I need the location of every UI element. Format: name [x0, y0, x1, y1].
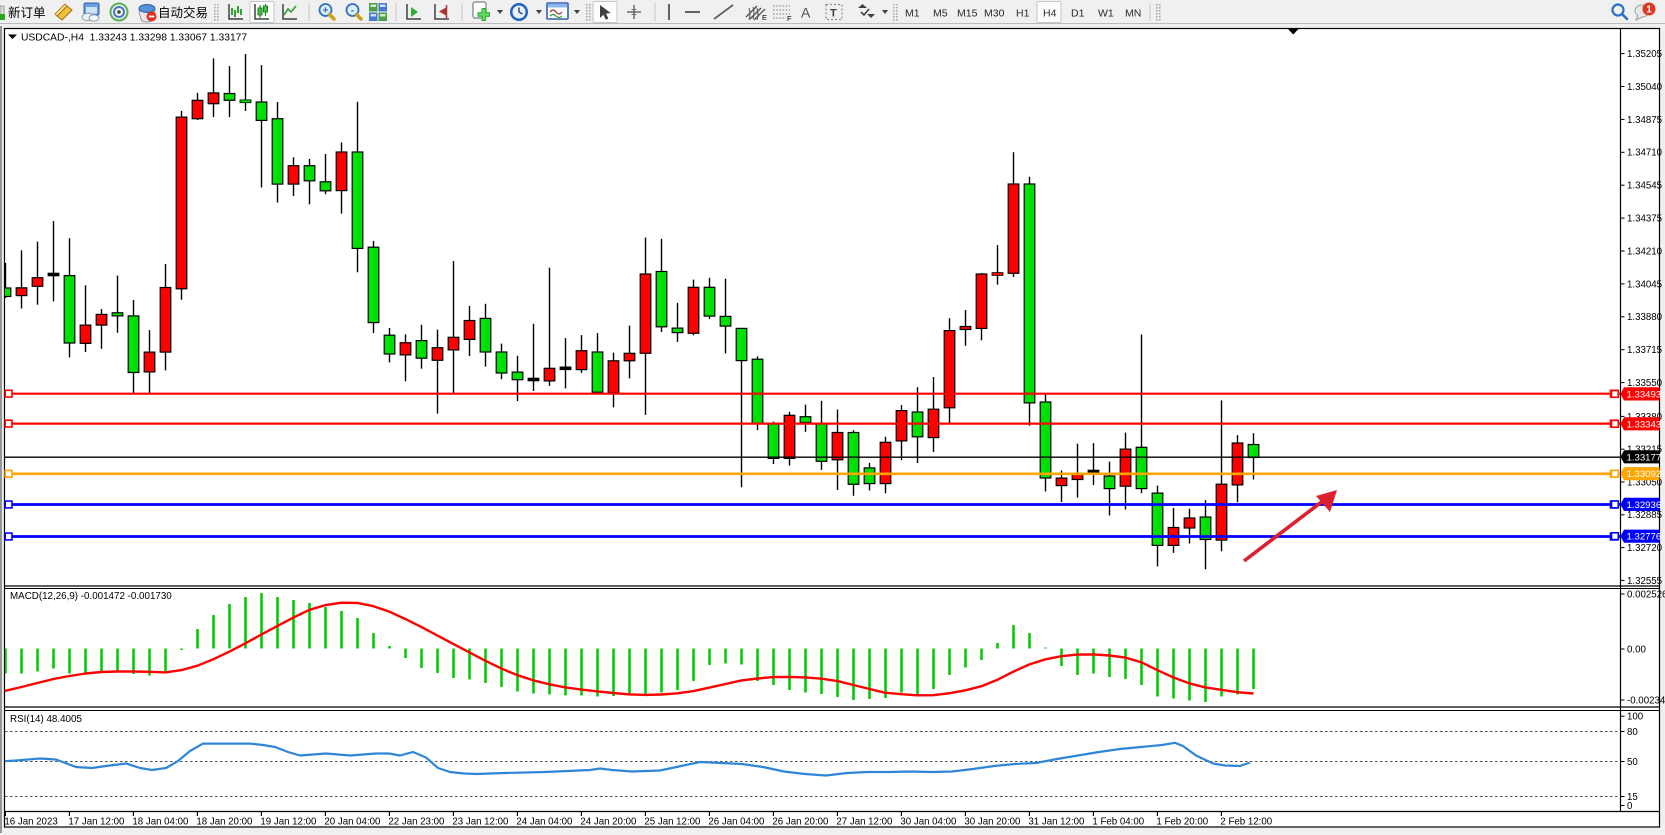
svg-text:0: 0 — [1627, 801, 1633, 812]
svg-text:80: 80 — [1627, 727, 1638, 738]
svg-text:23 Jan 12:00: 23 Jan 12:00 — [452, 817, 509, 828]
svg-text:MACD(12,26,9) -0.001472 -0.001: MACD(12,26,9) -0.001472 -0.001730 — [10, 591, 172, 602]
svg-text:T: T — [830, 8, 837, 20]
svg-text:自动交易: 自动交易 — [158, 5, 208, 20]
svg-text:26 Jan 04:00: 26 Jan 04:00 — [708, 817, 765, 828]
svg-text:1.33550: 1.33550 — [1627, 378, 1663, 389]
svg-text:2 Feb 12:00: 2 Feb 12:00 — [1220, 817, 1272, 828]
svg-text:22 Jan 23:00: 22 Jan 23:00 — [388, 817, 445, 828]
svg-text:1.33343: 1.33343 — [1627, 419, 1662, 430]
svg-text:1.33215: 1.33215 — [1627, 445, 1662, 456]
svg-text:-: - — [351, 4, 355, 16]
svg-text:新订单: 新订单 — [8, 5, 46, 20]
svg-text:16 Jan 2023: 16 Jan 2023 — [4, 817, 57, 828]
svg-text:MN: MN — [1125, 8, 1141, 20]
svg-text:M30: M30 — [984, 8, 1005, 20]
svg-text:W1: W1 — [1098, 8, 1114, 20]
svg-text:1.33092: 1.33092 — [1627, 469, 1662, 480]
svg-text:0.00: 0.00 — [1627, 644, 1646, 655]
svg-text:1.34710: 1.34710 — [1627, 148, 1663, 159]
svg-text:1.34210: 1.34210 — [1627, 246, 1663, 257]
svg-text:1: 1 — [1646, 5, 1652, 16]
svg-text:25 Jan 12:00: 25 Jan 12:00 — [644, 817, 701, 828]
svg-text:1.33177: 1.33177 — [1627, 452, 1662, 463]
svg-text:M1: M1 — [905, 8, 920, 20]
svg-text:15: 15 — [1627, 792, 1638, 803]
svg-text:24 Jan 20:00: 24 Jan 20:00 — [580, 817, 637, 828]
svg-text:19 Jan 12:00: 19 Jan 12:00 — [260, 817, 317, 828]
svg-text:18 Jan 04:00: 18 Jan 04:00 — [132, 817, 189, 828]
svg-text:1.34545: 1.34545 — [1627, 181, 1662, 192]
svg-text:1.32555: 1.32555 — [1627, 576, 1662, 587]
svg-text:H4: H4 — [1043, 8, 1057, 20]
svg-text:100: 100 — [1627, 712, 1644, 723]
svg-text:A: A — [801, 5, 811, 21]
svg-text:F: F — [787, 14, 792, 23]
svg-text:1.34375: 1.34375 — [1627, 214, 1662, 225]
svg-text:26 Jan 20:00: 26 Jan 20:00 — [772, 817, 829, 828]
svg-text:1.34875: 1.34875 — [1627, 115, 1662, 126]
svg-text:1.33880: 1.33880 — [1627, 312, 1663, 323]
svg-text:20 Jan 04:00: 20 Jan 04:00 — [324, 817, 381, 828]
svg-text:1.32885: 1.32885 — [1627, 510, 1662, 521]
svg-text:27 Jan 12:00: 27 Jan 12:00 — [836, 817, 893, 828]
svg-text:M15: M15 — [957, 8, 978, 20]
svg-text:50: 50 — [1627, 757, 1638, 768]
svg-text:18 Jan 20:00: 18 Jan 20:00 — [196, 817, 253, 828]
svg-text:RSI(14) 48.4005: RSI(14) 48.4005 — [10, 714, 82, 725]
svg-text:1.35205: 1.35205 — [1627, 49, 1662, 60]
svg-text:1.32776: 1.32776 — [1627, 532, 1662, 543]
svg-text:1.33493: 1.33493 — [1627, 389, 1662, 400]
svg-text:30 Jan 04:00: 30 Jan 04:00 — [900, 817, 957, 828]
svg-text:-0.002347: -0.002347 — [1627, 695, 1665, 706]
svg-text:31 Jan 12:00: 31 Jan 12:00 — [1028, 817, 1085, 828]
svg-text:17 Jan 12:00: 17 Jan 12:00 — [68, 817, 125, 828]
svg-text:1.34045: 1.34045 — [1627, 279, 1662, 290]
svg-text:1 Feb 04:00: 1 Feb 04:00 — [1092, 817, 1144, 828]
svg-text:0.002526: 0.002526 — [1627, 589, 1665, 600]
svg-text:+: + — [322, 4, 328, 16]
svg-text:30 Jan 20:00: 30 Jan 20:00 — [964, 817, 1021, 828]
svg-text:1.35040: 1.35040 — [1627, 82, 1663, 93]
svg-text:H1: H1 — [1016, 8, 1030, 20]
svg-text:1 Feb 20:00: 1 Feb 20:00 — [1156, 817, 1208, 828]
svg-text:USDCAD-,H4 1.33243 1.33298 1.: USDCAD-,H4 1.33243 1.33298 1.33067 1.331… — [21, 33, 247, 44]
svg-text:E: E — [762, 13, 767, 22]
svg-text:1.32936: 1.32936 — [1627, 500, 1662, 511]
svg-text:24 Jan 04:00: 24 Jan 04:00 — [516, 817, 573, 828]
svg-text:M5: M5 — [933, 8, 948, 20]
svg-text:1.33715: 1.33715 — [1627, 345, 1662, 356]
svg-text:1.32720: 1.32720 — [1627, 543, 1663, 554]
svg-text:D1: D1 — [1071, 8, 1085, 20]
svg-text:1.33050: 1.33050 — [1627, 477, 1663, 488]
